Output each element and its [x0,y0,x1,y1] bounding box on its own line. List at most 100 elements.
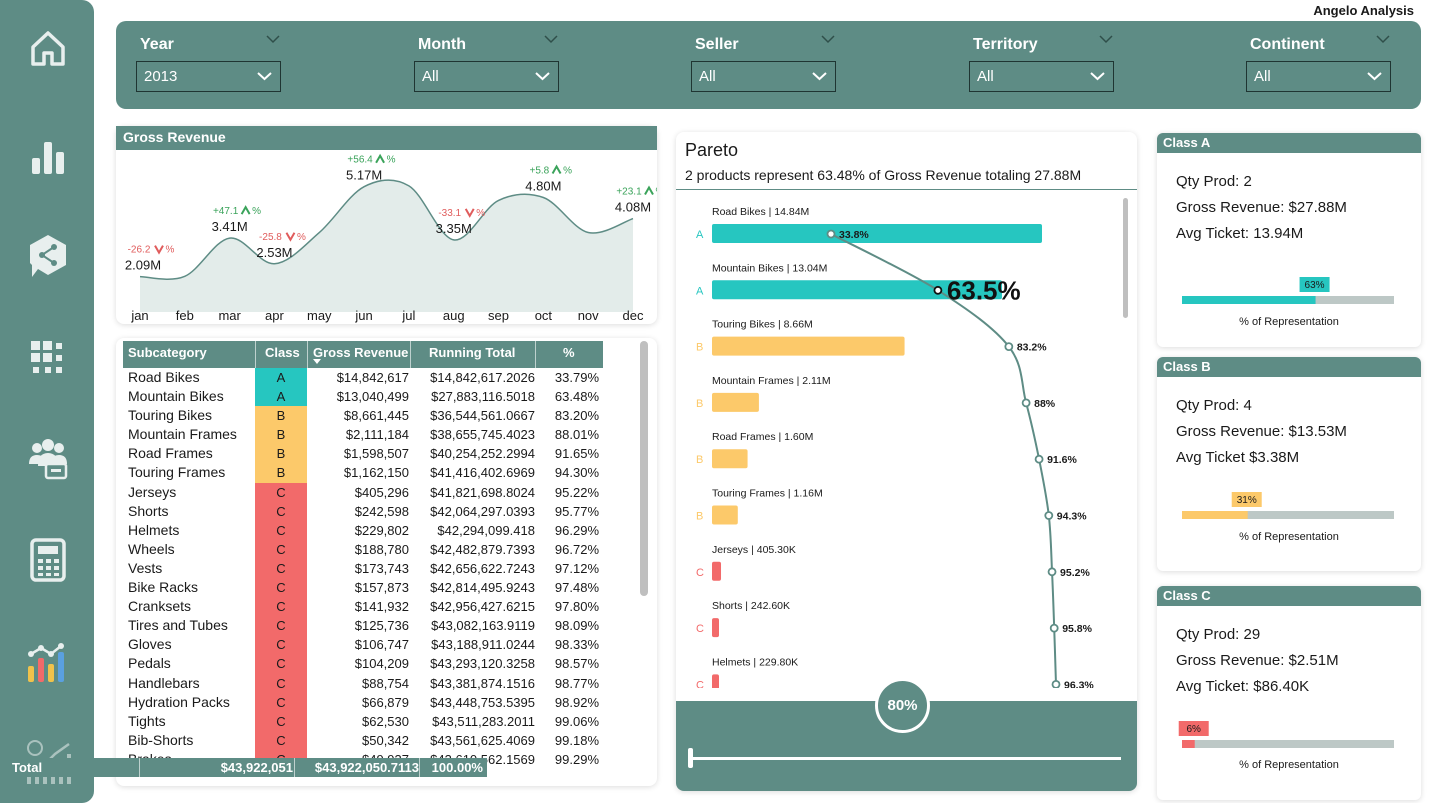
chevron-down-icon[interactable] [1376,34,1390,44]
divider [255,341,256,368]
col-subcategory[interactable]: Subcategory [128,345,207,360]
threshold-slider-knob[interactable]: 80% [875,678,930,733]
calculator-icon[interactable] [22,534,74,586]
table-row[interactable]: Cranksets C $141,932 $42,956,427.6215 97.80% [123,597,603,617]
seller-dropdown[interactable]: All [691,61,836,92]
filter-label: Continent [1250,36,1325,53]
pareto-scrollbar[interactable] [1123,198,1128,318]
table-row[interactable]: Touring Bikes B $8,661,445 $36,544,561.0667… [123,406,603,426]
cell-gross-revenue: $188,780 [354,541,409,557]
pareto-chart-icon[interactable] [22,636,74,688]
col-class[interactable]: Class [265,345,300,360]
grid-icon[interactable] [22,332,74,384]
table-row[interactable]: Shorts C $242,598 $42,064,297.0393 95.77% [123,501,603,521]
trend-down-icon [154,245,164,255]
chevron-down-icon [535,72,550,81]
cell-percent: 97.48% [554,580,599,596]
representation-badge [1231,492,1262,507]
month-tick-label: may [307,308,332,323]
cell-running-total: $43,448,753.5395 [430,694,535,710]
month-dropdown[interactable]: All [414,61,559,92]
cell-percent: 33.79% [554,370,599,385]
class-b-revenue: Gross Revenue: $13.53M [1176,423,1347,440]
filter-territory: Territory All [949,21,1129,109]
continent-dropdown[interactable]: All [1246,61,1391,92]
class-a-title: Class A [1157,133,1421,153]
bar-chart-icon[interactable] [22,130,74,182]
col-percent[interactable]: % [563,345,575,360]
cell-subcategory: Pedals [128,655,171,672]
table-row[interactable]: Pedals C $104,209 $43,293,120.3258 98.57% [123,654,603,674]
cell-class: B [255,425,307,445]
table-row[interactable]: Hydration Packs C $66,879 $43,448,753.5395 9… [123,692,603,712]
cell-running-total: $41,416,402.6969 [430,465,535,481]
table-row[interactable]: Helmets C $229,802 $42,294,099.418 96.29% [123,520,603,540]
cell-percent: 97.12% [554,560,599,576]
table-row[interactable]: Jerseys C $405,296 $41,821,698.8024 95.22% [123,482,603,502]
month-tick-label: apr [265,308,284,323]
cell-running-total: $43,293,120.3258 [430,656,535,672]
table-scrollbar[interactable] [640,341,648,596]
cell-gross-revenue: $173,743 [354,560,409,576]
pareto-bar [712,505,738,525]
year-dropdown[interactable]: 2013 [136,61,281,92]
users-icon[interactable] [22,432,74,484]
chevron-down-icon[interactable] [821,34,835,44]
dropdown-value: All [699,68,716,85]
table-row[interactable]: Tights C $62,530 $43,511,283.2011 99.06% [123,711,603,731]
pareto-chart[interactable]: Road Bikes | 14.84M A Mountain Bikes | 13.… [676,198,1137,688]
class-a-ticket: Avg Ticket: 13.94M [1176,225,1304,242]
cell-subcategory: Mountain Bikes [128,388,224,405]
threshold-slider-thumb[interactable] [688,748,693,768]
representation-track [1182,511,1394,519]
gross-revenue-chart[interactable]: jan feb mar apr may jun jul aug sep oct nov dec 2.09… [116,150,657,324]
cell-class: C [255,597,307,617]
cumulative-point [1044,511,1054,520]
cell-percent: 95.77% [554,503,599,519]
cell-gross-revenue: $66,879 [362,694,409,710]
chevron-down-icon[interactable] [544,34,558,44]
home-icon[interactable] [22,22,74,74]
pareto-bar-label: Jerseys | 405.30K [712,544,796,556]
chevron-down-icon [1367,72,1382,81]
chevron-down-icon[interactable] [1099,34,1113,44]
cell-subcategory: Mountain Frames [128,426,237,443]
class-b-qty: Qty Prod: 4 [1176,397,1252,414]
gross-revenue-title: Gross Revenue [116,126,657,150]
table-row[interactable]: Handlebars C $88,754 $43,381,874.1516 98.77% [123,673,603,693]
month-delta-label: -25.8 [259,232,282,243]
table-row[interactable]: Touring Frames B $1,162,150 $41,416,402.696… [123,463,603,483]
table-row[interactable]: Mountain Frames B $2,111,184 $38,655,745.40… [123,425,603,445]
table-row[interactable]: Road Frames B $1,598,507 $40,254,252.2994 91… [123,444,603,464]
trend-up-icon [240,205,251,215]
subcategory-table-card: Subcategory Class Gross Revenue Running … [116,338,657,786]
trend-down-icon [464,208,475,218]
col-gross-revenue[interactable]: Gross Revenue [313,345,409,360]
share-hexagon-icon[interactable] [22,230,74,282]
chevron-down-icon[interactable] [266,34,280,44]
cell-percent: 99.18% [554,732,599,748]
table-row[interactable]: Bib-Shorts C $50,342 $43,561,625.4069 99.18% [123,730,603,750]
cumulative-point-label: 94.3% [1057,511,1087,523]
cell-subcategory: Gloves [128,636,172,653]
cell-percent: 88.01% [554,427,599,443]
table-row[interactable]: Tires and Tubes C $125,736 $43,082,163.9119… [123,616,603,636]
cumulative-point [1051,680,1061,688]
dropdown-value: All [977,68,994,85]
divider [294,758,295,777]
table-row[interactable]: Mountain Bikes A $13,040,499 $27,883,116.50… [123,387,603,407]
cell-running-total: $41,821,698.8024 [430,484,535,500]
cell-percent: 91.65% [554,446,599,462]
table-row[interactable]: Vests C $173,743 $42,656,622.7243 97.12% [123,558,603,579]
table-row[interactable]: Bike Racks C $157,873 $42,814,495.9243 97.48… [123,578,603,598]
threshold-slider-track[interactable] [691,757,1121,760]
table-row[interactable]: Gloves C $106,747 $43,188,911.0244 98.33% [123,635,603,655]
cell-subcategory: Handlebars [128,674,200,691]
cell-class: A [255,368,307,388]
table-row[interactable]: Wheels C $188,780 $42,482,879.7393 96.72% [123,539,603,559]
col-running-total[interactable]: Running Total [429,345,516,360]
pareto-class-letter: C [696,567,704,579]
brand-label: Angelo Analysis [1313,3,1414,18]
territory-dropdown[interactable]: All [969,61,1114,92]
table-row[interactable]: Road Bikes A $14,842,617 $14,842,617.2026 33… [123,368,603,388]
